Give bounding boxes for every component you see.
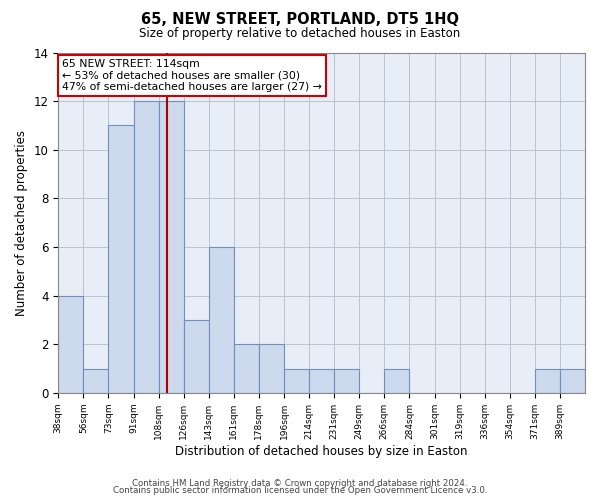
Text: Contains public sector information licensed under the Open Government Licence v3: Contains public sector information licen… [113, 486, 487, 495]
Text: 65, NEW STREET, PORTLAND, DT5 1HQ: 65, NEW STREET, PORTLAND, DT5 1HQ [141, 12, 459, 28]
Text: Contains HM Land Registry data © Crown copyright and database right 2024.: Contains HM Land Registry data © Crown c… [132, 478, 468, 488]
X-axis label: Distribution of detached houses by size in Easton: Distribution of detached houses by size … [175, 444, 468, 458]
Bar [535, 368, 560, 393]
Bar [259, 344, 284, 393]
Bar [209, 247, 234, 393]
Bar [334, 368, 359, 393]
Bar [560, 368, 585, 393]
Bar [184, 320, 209, 393]
Bar [234, 344, 259, 393]
Bar [83, 368, 109, 393]
Text: Size of property relative to detached houses in Easton: Size of property relative to detached ho… [139, 28, 461, 40]
Bar [309, 368, 334, 393]
Bar [109, 126, 134, 393]
Bar [134, 101, 158, 393]
Bar [158, 101, 184, 393]
Bar [58, 296, 83, 393]
Bar [284, 368, 309, 393]
Text: 65 NEW STREET: 114sqm
← 53% of detached houses are smaller (30)
47% of semi-deta: 65 NEW STREET: 114sqm ← 53% of detached … [62, 58, 322, 92]
Y-axis label: Number of detached properties: Number of detached properties [15, 130, 28, 316]
Bar [385, 368, 409, 393]
